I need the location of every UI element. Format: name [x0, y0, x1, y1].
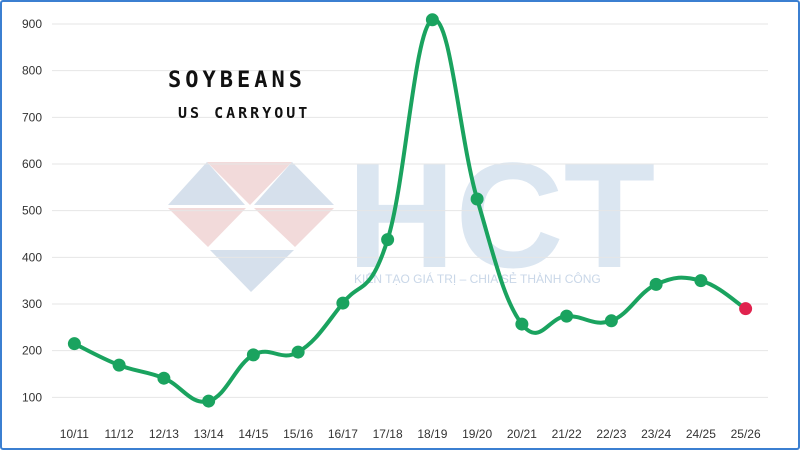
x-tick-label: 12/13	[149, 427, 179, 441]
x-tick-label: 25/26	[731, 427, 761, 441]
y-tick-label: 300	[22, 297, 42, 311]
data-point	[425, 13, 439, 27]
data-point	[604, 314, 618, 328]
x-tick-label: 18/19	[417, 427, 447, 441]
watermark-diamond-facet	[168, 162, 245, 205]
data-point	[67, 337, 81, 351]
watermark-tagline: KIẾN TẠO GIÁ TRỊ – CHIA SẺ THÀNH CÔNG	[354, 271, 601, 286]
data-point	[560, 309, 574, 323]
x-tick-label: 23/24	[641, 427, 671, 441]
y-tick-label: 900	[22, 17, 42, 31]
y-axis-ticks: 100 200 300 400 500 600 700 800 900	[22, 17, 42, 404]
data-point	[157, 371, 171, 385]
x-tick-label: 17/18	[373, 427, 403, 441]
data-point	[246, 348, 260, 362]
x-axis-ticks: 10/11 11/12 12/13 13/14 14/15 15/16 16/17 17/18…	[60, 427, 761, 441]
y-tick-label: 100	[22, 390, 42, 404]
data-point	[515, 317, 529, 331]
y-tick-label: 400	[22, 250, 42, 264]
watermark-logo-text: HCT	[347, 131, 655, 299]
x-tick-label: 16/17	[328, 427, 358, 441]
x-tick-label: 14/15	[238, 427, 268, 441]
watermark-diamond-facet	[207, 162, 292, 205]
x-tick-label: 21/22	[552, 427, 582, 441]
x-tick-label: 24/25	[686, 427, 716, 441]
watermark-diamond-facet	[254, 208, 334, 247]
data-point	[112, 358, 126, 372]
y-tick-label: 800	[22, 64, 42, 78]
data-point	[649, 277, 663, 291]
series-layer	[67, 13, 753, 408]
y-tick-label: 200	[22, 344, 42, 358]
x-tick-label: 20/21	[507, 427, 537, 441]
data-point	[694, 274, 708, 288]
x-tick-label: 22/23	[596, 427, 626, 441]
watermark-diamond-facet	[210, 250, 294, 292]
data-point	[202, 394, 216, 408]
grid-lines	[52, 23, 768, 398]
y-tick-label: 500	[22, 204, 42, 218]
watermark-logo: HCT KIẾN TẠO GIÁ TRỊ – CHIA SẺ THÀNH CÔN…	[168, 131, 655, 299]
y-tick-label: 700	[22, 110, 42, 124]
chart-title: SOYBEANS	[168, 68, 306, 93]
x-tick-label: 11/12	[105, 427, 134, 441]
data-point	[336, 296, 350, 310]
x-tick-label: 13/14	[194, 427, 224, 441]
data-point	[470, 192, 484, 206]
x-tick-label: 19/20	[462, 427, 492, 441]
data-point-latest	[739, 302, 753, 316]
data-point	[291, 345, 305, 359]
x-tick-label: 10/11	[60, 427, 89, 441]
watermark-diamond-facet	[254, 162, 334, 205]
data-point	[381, 233, 395, 247]
x-tick-label: 15/16	[283, 427, 313, 441]
y-tick-label: 600	[22, 157, 42, 171]
chart-subtitle: US CARRYOUT	[178, 104, 310, 122]
watermark-diamond-facet	[168, 208, 246, 247]
